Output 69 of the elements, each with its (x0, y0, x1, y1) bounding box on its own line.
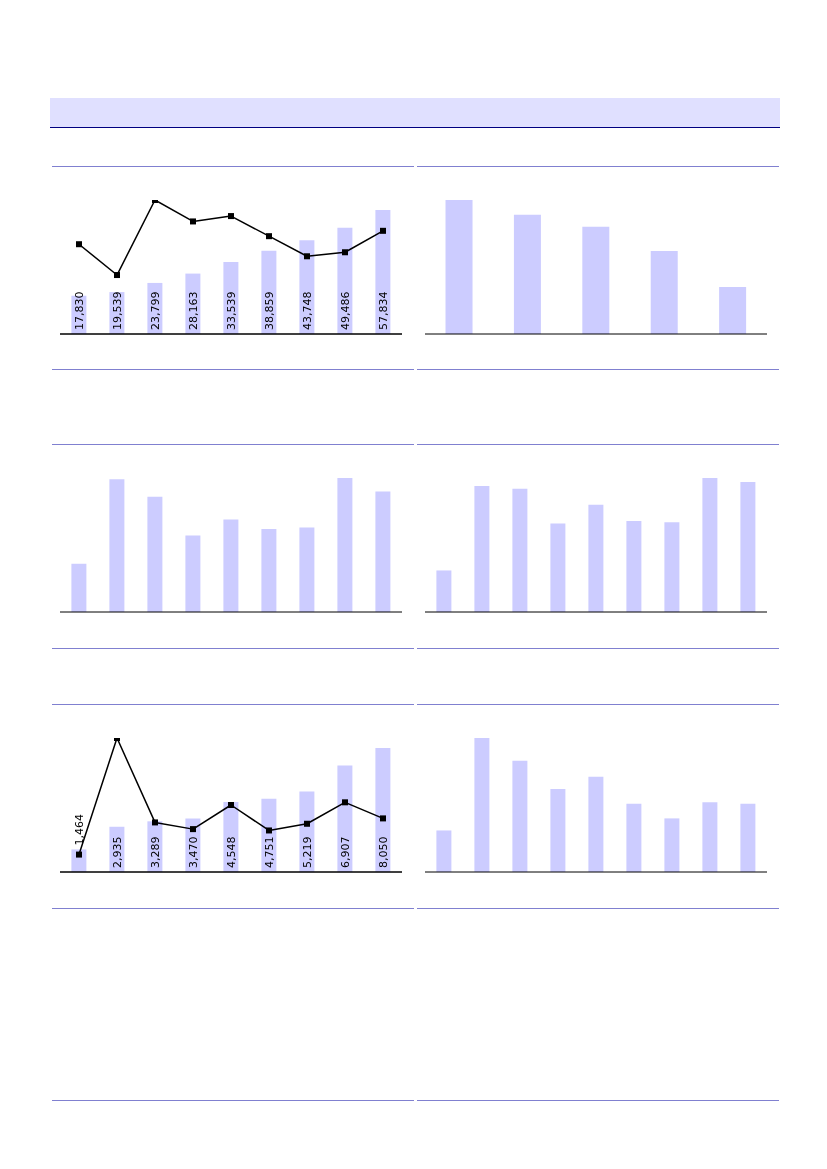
data-label: 4,548 (224, 836, 238, 868)
bar (474, 738, 490, 872)
point (152, 819, 158, 826)
bar (550, 523, 566, 612)
bar (375, 491, 391, 612)
bar (299, 527, 315, 612)
bar (71, 563, 87, 612)
bar (626, 520, 642, 612)
data-label: 43,748 (300, 291, 314, 330)
data-label: 8,050 (376, 836, 390, 868)
data-label: 6,907 (338, 836, 352, 868)
bar (550, 788, 566, 872)
data-label: 28,163 (186, 291, 200, 330)
data-label: 3,289 (148, 836, 162, 868)
point (228, 213, 234, 220)
bar (474, 486, 490, 612)
data-label: 17,830 (72, 291, 86, 330)
data-label: 38,859 (262, 291, 276, 330)
bar (445, 200, 473, 334)
bar (375, 747, 391, 872)
data-label: 19,539 (110, 291, 124, 330)
bar (147, 496, 163, 612)
bar (626, 803, 642, 872)
bar (261, 528, 277, 612)
data-label: 33,539 (224, 291, 238, 330)
data-label: 49,486 (338, 291, 352, 330)
point (228, 802, 234, 808)
point (304, 820, 310, 827)
point (380, 815, 386, 822)
data-label: 23,799 (148, 291, 162, 330)
bar (223, 519, 239, 612)
bar (436, 830, 452, 872)
data-label: 57,834 (376, 291, 390, 330)
point (342, 799, 348, 806)
bar (109, 479, 125, 612)
point (190, 218, 196, 225)
bar (702, 802, 718, 872)
bar (650, 250, 678, 334)
bar (436, 570, 452, 612)
bar (588, 504, 604, 612)
bar (740, 803, 756, 872)
point (190, 826, 196, 833)
bar (512, 760, 528, 872)
point (76, 851, 82, 858)
data-label: 2,935 (110, 836, 124, 868)
bar (664, 818, 680, 872)
bar (588, 776, 604, 872)
bar (740, 482, 756, 612)
data-label: 5,219 (300, 836, 314, 868)
data-label: 3,470 (186, 836, 200, 868)
point (304, 253, 310, 260)
data-label: 4,751 (262, 836, 276, 868)
point (114, 272, 120, 279)
bar (185, 535, 201, 612)
point (380, 227, 386, 234)
bar (337, 765, 353, 872)
bar (719, 287, 747, 334)
point (266, 827, 272, 834)
bar (513, 214, 541, 334)
bar (375, 209, 391, 334)
point (76, 241, 82, 248)
bar (582, 226, 610, 334)
data-label: 1,464 (72, 813, 86, 846)
bar (512, 488, 528, 612)
bar (664, 522, 680, 612)
point (266, 233, 272, 240)
bar (702, 478, 718, 612)
point (342, 249, 348, 256)
bar (337, 478, 353, 612)
